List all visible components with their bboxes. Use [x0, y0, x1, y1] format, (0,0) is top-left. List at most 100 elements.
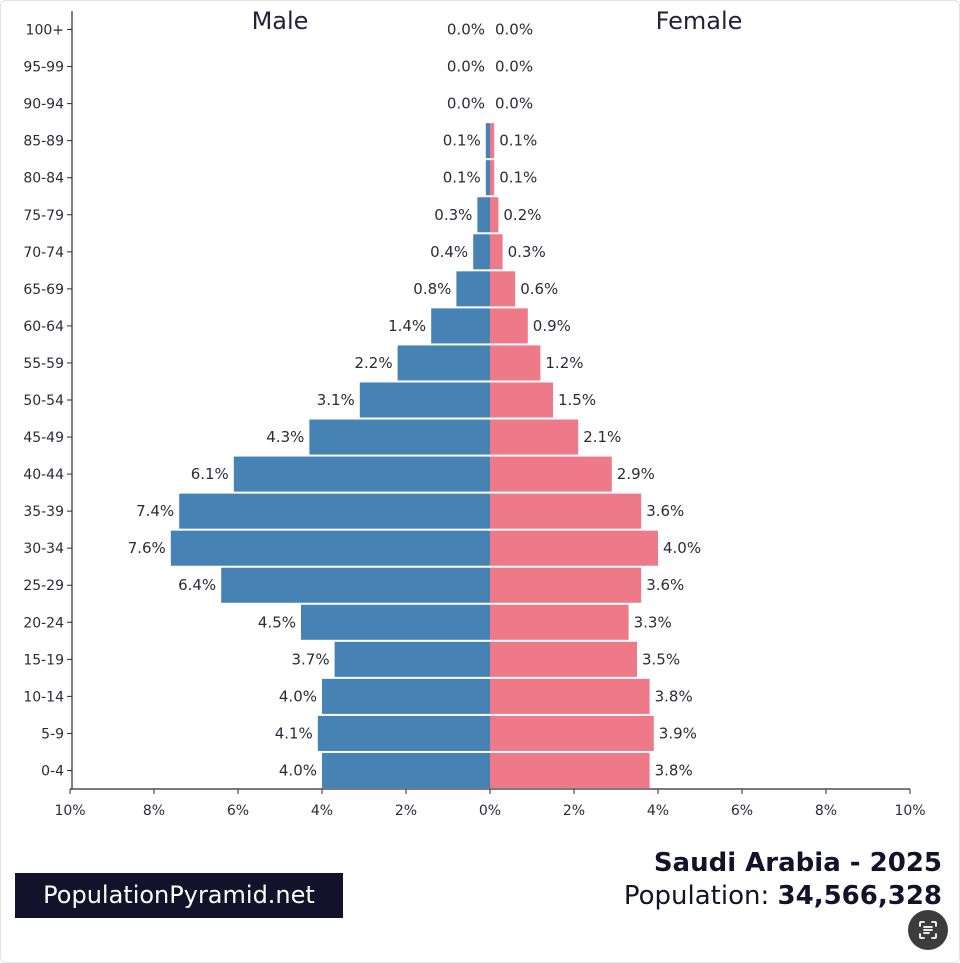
population-value: 34,566,328 [777, 881, 942, 911]
y-tick-90-94: 90-94 [23, 97, 64, 113]
y-tick-0-4: 0-4 [41, 763, 64, 779]
label-female-40-44: 2.9% [617, 465, 655, 483]
bar-female-55-59 [490, 345, 541, 381]
x-tick-labels: 10% 8% 6% 4% 2% 0% 2% 4% 6% 8% 10% [54, 789, 926, 819]
label-male-25-29: 6.4% [178, 576, 216, 594]
label-female-10-14: 3.8% [655, 687, 693, 705]
label-male-40-44: 6.1% [191, 465, 229, 483]
x-tick-4: 2% [395, 803, 417, 819]
label-male-0-4: 4.0% [279, 761, 317, 779]
bar-female-45-49 [490, 419, 579, 455]
label-female-90-94: 0.0% [495, 95, 533, 113]
label-female-55-59: 1.2% [545, 354, 583, 372]
bar-female-35-39 [490, 493, 642, 529]
y-tick-75-79: 75-79 [23, 208, 64, 224]
bar-male-55-59 [397, 345, 490, 381]
bar-female-10-14 [490, 678, 650, 714]
bar-male-75-79 [477, 197, 490, 233]
bar-male-60-64 [431, 308, 490, 344]
label-male-15-19: 3.7% [291, 650, 329, 668]
brand-logo[interactable]: PopulationPyramid.net [15, 873, 343, 918]
x-tick-3: 4% [311, 803, 333, 819]
label-male-90-94: 0.0% [447, 95, 485, 113]
label-male-35-39: 7.4% [136, 502, 174, 520]
bar-female-80-84 [490, 160, 495, 196]
bar-male-35-39 [179, 493, 490, 529]
bar-female-15-19 [490, 641, 637, 677]
bar-female-0-4 [490, 752, 650, 788]
bar-male-45-49 [309, 419, 490, 455]
bar-male-65-69 [456, 271, 490, 307]
bar-female-65-69 [490, 271, 516, 307]
bar-male-85-89 [485, 123, 490, 159]
label-male-30-34: 7.6% [128, 539, 166, 557]
y-tick-25-29: 25-29 [23, 578, 64, 594]
label-female-70-74: 0.3% [508, 243, 546, 261]
label-female-30-34: 4.0% [663, 539, 701, 557]
y-tick-15-19: 15-19 [23, 652, 64, 668]
y-tick-40-44: 40-44 [23, 467, 64, 483]
label-male-65-69: 0.8% [413, 280, 451, 298]
x-tick-2: 6% [227, 803, 249, 819]
bar-female-85-89 [490, 123, 495, 159]
bar-male-15-19 [334, 641, 490, 677]
label-male-55-59: 2.2% [354, 354, 392, 372]
bar-female-5-9 [490, 715, 654, 751]
x-tick-10: 10% [894, 803, 925, 819]
y-tick-30-34: 30-34 [23, 541, 64, 557]
label-female-85-89: 0.1% [499, 132, 537, 150]
population-row: Population: 34,566,328 [624, 881, 942, 911]
label-female-20-24: 3.3% [634, 613, 672, 631]
series-header-female: Female [656, 7, 743, 35]
y-tick-50-54: 50-54 [23, 393, 64, 409]
x-tick-6: 2% [563, 803, 585, 819]
label-male-95-99: 0.0% [447, 58, 485, 76]
scan-text-button[interactable] [908, 910, 948, 950]
label-male-80-84: 0.1% [443, 169, 481, 187]
bar-male-10-14 [322, 678, 490, 714]
x-tick-1: 8% [143, 803, 165, 819]
bar-male-0-4 [322, 752, 490, 788]
x-tick-9: 8% [815, 803, 837, 819]
bar-female-50-54 [490, 382, 553, 418]
y-tick-80-84: 80-84 [23, 171, 64, 187]
bar-labels-group: 0.0% 0.0% 0.0% 0.0% 0.0% 0.0% 0.1% 0.1% 0.1% 0.1%… [128, 21, 701, 780]
y-tick-20-24: 20-24 [23, 615, 64, 631]
bar-female-40-44 [490, 456, 612, 492]
label-female-65-69: 0.6% [520, 280, 558, 298]
y-tick-65-69: 65-69 [23, 282, 64, 298]
bar-male-80-84 [485, 160, 490, 196]
label-female-5-9: 3.9% [659, 724, 697, 742]
y-tick-85-89: 85-89 [23, 134, 64, 150]
label-female-60-64: 0.9% [533, 317, 571, 335]
x-tick-8: 6% [731, 803, 753, 819]
bar-male-40-44 [233, 456, 491, 492]
label-female-45-49: 2.1% [583, 428, 621, 446]
label-female-15-19: 3.5% [642, 650, 680, 668]
bars-group [170, 123, 658, 788]
y-tick-100+: 100+ [26, 23, 64, 39]
label-male-100+: 0.0% [447, 21, 485, 39]
label-female-75-79: 0.2% [503, 206, 541, 224]
label-male-5-9: 4.1% [275, 724, 313, 742]
y-tick-95-99: 95-99 [23, 60, 64, 76]
y-tick-10-14: 10-14 [23, 689, 64, 705]
y-tick-60-64: 60-64 [23, 319, 64, 335]
label-female-80-84: 0.1% [499, 169, 537, 187]
y-tick-55-59: 55-59 [23, 356, 64, 372]
label-male-70-74: 0.4% [430, 243, 468, 261]
y-tick-labels: 100+ 95-99 90-94 85-89 80-84 75-79 70-74 65-69 6… [23, 23, 72, 779]
label-female-50-54: 1.5% [558, 391, 596, 409]
label-male-45-49: 4.3% [266, 428, 304, 446]
bar-female-75-79 [490, 197, 499, 233]
x-tick-5: 0% [479, 803, 501, 819]
y-tick-70-74: 70-74 [23, 245, 64, 261]
label-male-85-89: 0.1% [443, 132, 481, 150]
label-male-75-79: 0.3% [434, 206, 472, 224]
bar-female-70-74 [490, 234, 503, 270]
x-tick-7: 4% [647, 803, 669, 819]
population-pyramid-chart: 0.0% 0.0% 0.0% 0.0% 0.0% 0.0% 0.1% 0.1% 0.1% 0.1%… [23, 7, 926, 819]
label-male-10-14: 4.0% [279, 687, 317, 705]
bar-female-30-34 [490, 530, 658, 566]
label-male-50-54: 3.1% [317, 391, 355, 409]
